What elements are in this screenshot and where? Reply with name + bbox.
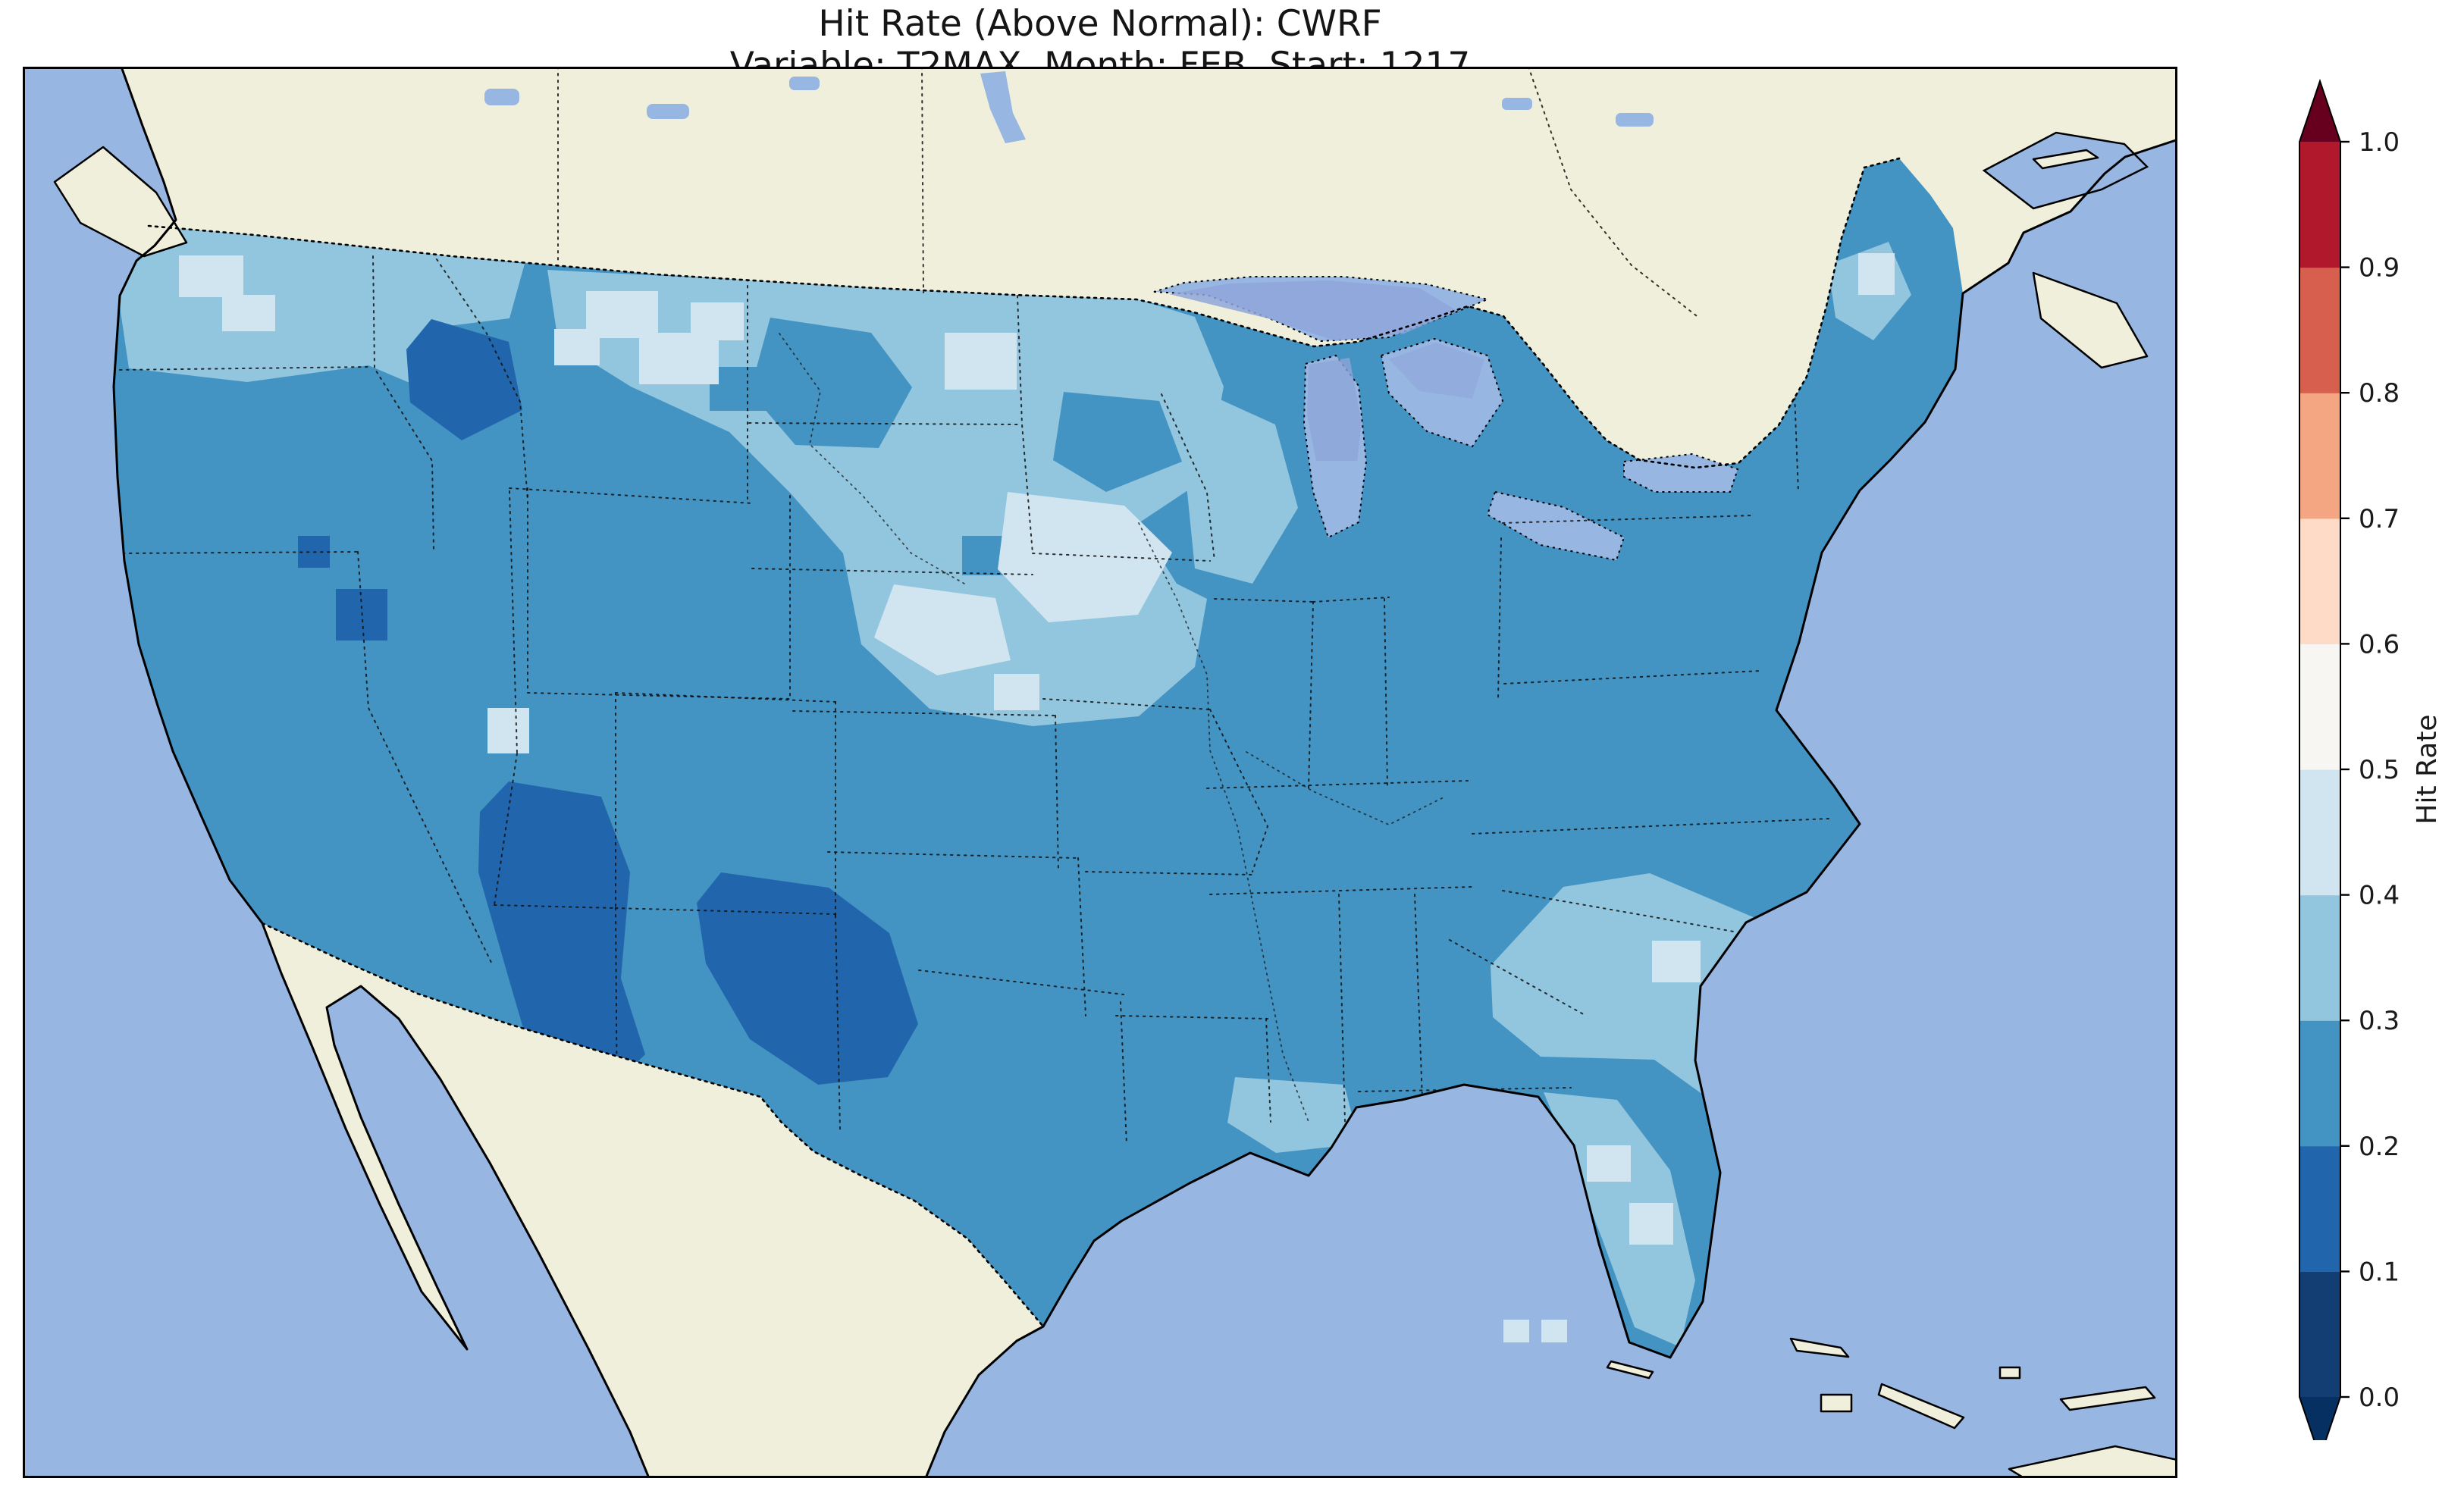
anticosti-island (2032, 149, 2099, 170)
colorbar-tick-label: 0.4 (2359, 881, 2400, 911)
canadian-lakes (484, 71, 1654, 143)
lake-data-overlay (1307, 358, 1362, 461)
bahamas-island (1998, 1366, 2021, 1380)
colorbar-tick-label: 0.6 (2359, 629, 2400, 659)
colorbar-tick-label: 0.2 (2359, 1132, 2400, 1162)
colorbar-tick-label: 0.9 (2359, 253, 2400, 283)
colorbar-ticks: 0.0 0.1 0.2 0.3 0.4 0.5 0.6 0.7 0.8 0.9 1.0 (2340, 127, 2400, 1413)
hit-rate-patches (118, 223, 1911, 1347)
colorbar-axis-label: Hit Rate (2412, 714, 2443, 824)
colorbar-tick-label: 0.0 (2359, 1383, 2400, 1413)
colorbar-tick-label: 0.1 (2359, 1257, 2400, 1287)
lake-data-overlay (1389, 343, 1484, 399)
map-frame (23, 67, 2177, 1478)
country-borders (147, 67, 1901, 1328)
us-canada-border (147, 157, 1901, 469)
us-mexico-border (261, 922, 1045, 1328)
us-map (23, 67, 2177, 1478)
gulf-of-st-lawrence (1982, 131, 2149, 210)
offshore-data-cells (1503, 1320, 1567, 1342)
colorbar: 0.0 0.1 0.2 0.3 0.4 0.5 0.6 0.7 0.8 0.9 1.0 Hit Ra… (2299, 78, 2443, 1440)
islands (53, 131, 2177, 1478)
island-strip (2059, 1386, 2156, 1411)
colorbar-tick-label: 0.3 (2359, 1006, 2400, 1036)
canada-provincial-border (1528, 67, 1701, 319)
colorbar-tick-label: 1.0 (2359, 127, 2400, 158)
bahamas-island (1820, 1393, 1853, 1413)
vancouver-island (53, 146, 188, 258)
bahamas-island (1877, 1383, 1965, 1430)
nova-scotia (2032, 271, 2149, 369)
colorbar-tick-label: 0.5 (2359, 755, 2400, 785)
colorbar-tick-label: 0.7 (2359, 504, 2400, 534)
title-line-1: Hit Rate (Above Normal): CWRF (818, 3, 1382, 45)
colorbar-bands (2299, 78, 2341, 1440)
great-lakes (1153, 276, 1739, 562)
mississippi-river (1138, 522, 1309, 1123)
florida-keys (1606, 1360, 1654, 1380)
lake-data-overlay (1169, 280, 1457, 341)
colorbar-tick-label: 0.8 (2359, 378, 2400, 409)
state-borders (119, 255, 1829, 1145)
bahamas-island (1789, 1337, 1850, 1358)
